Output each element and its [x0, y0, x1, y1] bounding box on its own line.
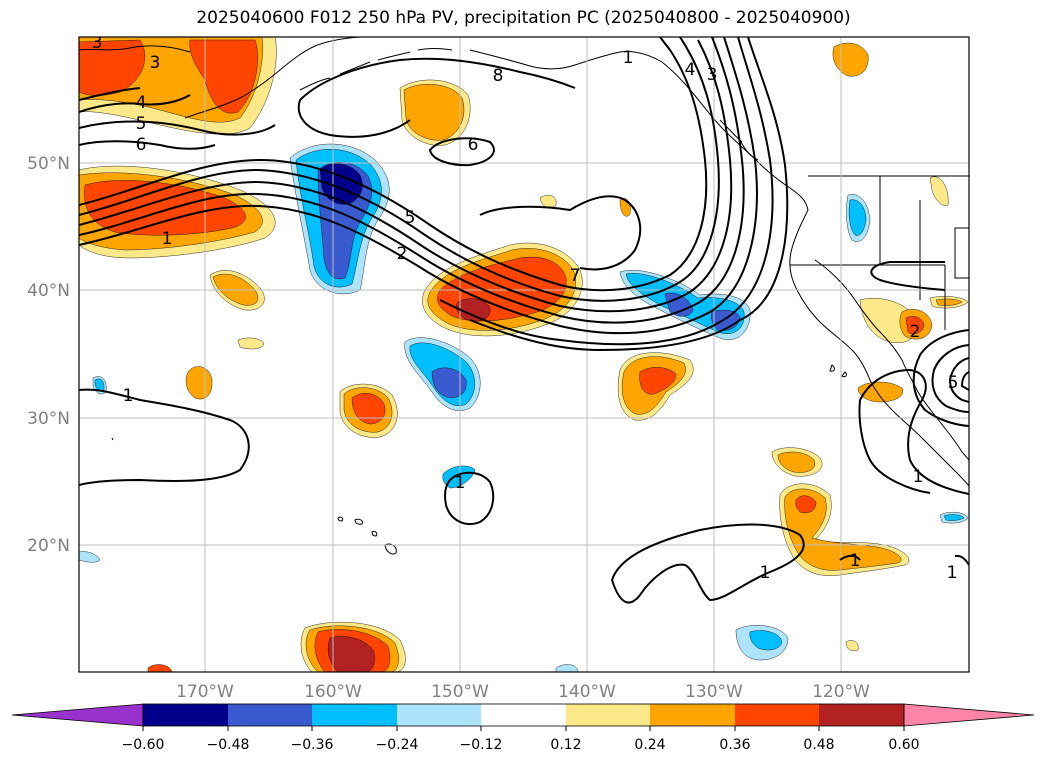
colorbar-tick-label: −0.24 — [376, 737, 419, 753]
lat-label: 40°N — [27, 281, 70, 301]
contour-label: 5 — [948, 373, 959, 393]
contour-label: 1 — [947, 563, 958, 583]
contour-label: 1 — [760, 563, 771, 583]
lon-label: 170°W — [176, 682, 234, 702]
contour-label: 5 — [136, 114, 147, 134]
coastlines — [79, 37, 969, 555]
contour-label: 1 — [850, 551, 861, 571]
contour-label: 1 — [123, 386, 134, 406]
colorbar-tick-label: 0.12 — [550, 737, 581, 753]
contour-label: 4 — [685, 60, 696, 80]
contour-label: 2 — [910, 322, 921, 342]
contour-label: 7 — [570, 266, 581, 286]
contour-label: 5 — [405, 208, 416, 228]
contour-label: 6 — [136, 135, 147, 155]
colorbar-tick-label: 0.48 — [803, 737, 834, 753]
longitude-labels: 170°W 160°W 150°W 140°W 130°W 120°W — [176, 682, 870, 702]
colorbar-tick-label: 0.24 — [634, 737, 665, 753]
contour-label: 3 — [92, 33, 103, 53]
colorbar-tick-label: 0.60 — [888, 737, 919, 753]
lat-label: 20°N — [27, 536, 70, 556]
colorbar-extend-high — [903, 703, 1035, 727]
contour-label: 1 — [455, 473, 466, 493]
map-frame — [78, 36, 970, 673]
map-panel: 3 3 4 5 6 8 6 1 5 2 7 4 3 1 1 1 1 5 2 1 … — [79, 33, 969, 672]
contour-label: 3 — [707, 65, 718, 85]
precipitation-shading — [79, 37, 969, 672]
contour-label: 8 — [493, 66, 504, 86]
pv-contours — [79, 37, 969, 604]
contour-label: 1 — [623, 48, 634, 68]
lon-label: 120°W — [812, 682, 870, 702]
contour-label: 6 — [468, 135, 479, 155]
lon-label: 160°W — [304, 682, 362, 702]
lat-label: 30°N — [27, 409, 70, 429]
colorbar-tick-label: −0.36 — [291, 737, 334, 753]
colorbar-tick-label: −0.60 — [122, 737, 165, 753]
graticule — [79, 37, 969, 672]
lon-label: 130°W — [685, 682, 743, 702]
contour-label: 2 — [397, 244, 408, 264]
latitude-labels: 50°N 40°N 30°N 20°N — [27, 154, 70, 556]
lon-label: 150°W — [431, 682, 489, 702]
map-title: 2025040600 F012 250 hPa PV, precipitatio… — [196, 8, 851, 28]
colorbar: −0.60 −0.48 −0.36 −0.24 −0.12 0.12 0.24 … — [11, 703, 1035, 753]
contour-label: 4 — [136, 93, 147, 113]
colorbar-tick-label: 0.36 — [719, 737, 750, 753]
lat-label: 50°N — [27, 154, 70, 174]
contour-labels: 3 3 4 5 6 8 6 1 5 2 7 4 3 1 1 1 1 5 2 1 … — [92, 33, 959, 583]
contour-label: 1 — [162, 229, 173, 249]
lon-label: 140°W — [558, 682, 616, 702]
colorbar-tick-label: −0.48 — [207, 737, 250, 753]
colorbar-tick-label: −0.12 — [460, 737, 503, 753]
contour-label: 3 — [150, 53, 161, 73]
colorbar-extend-low — [11, 703, 144, 727]
contour-label: 1 — [913, 467, 924, 487]
